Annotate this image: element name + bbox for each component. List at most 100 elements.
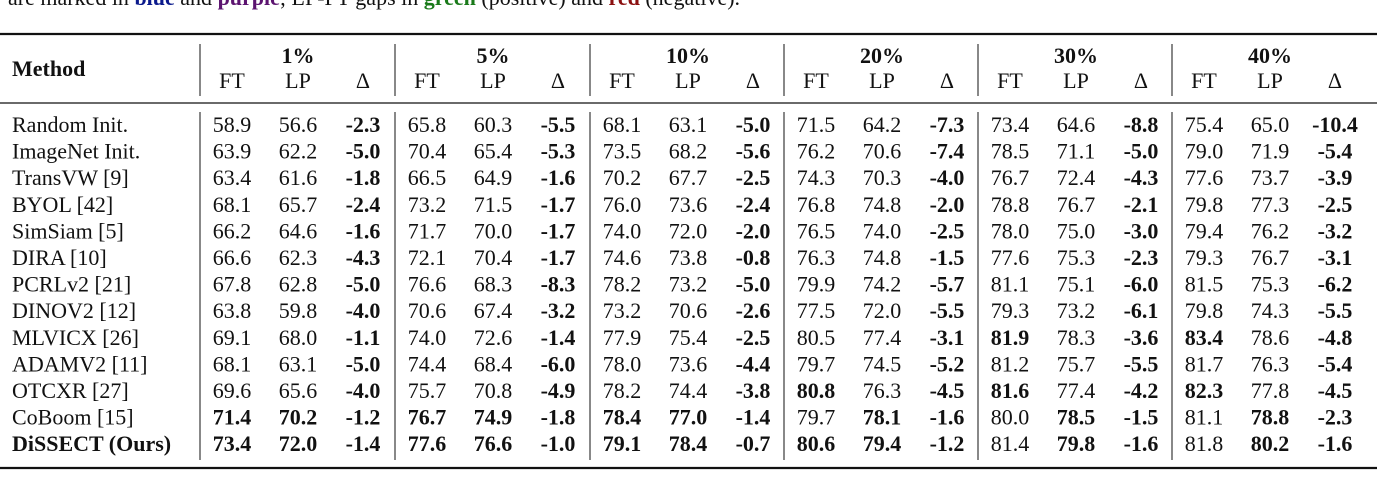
cell: -5.5 [1318,298,1353,323]
cell: 76.8 [797,192,836,217]
cell: 63.1 [669,112,708,137]
cell: -2.0 [930,192,965,217]
cell: 79.8 [1185,298,1224,323]
cell: -4.2 [1124,378,1159,403]
cell: 81.8 [1185,431,1224,456]
cell: 70.2 [603,165,642,190]
cell: 74.8 [863,192,902,217]
group-label: 5% [477,43,510,68]
column-label: FT [997,68,1023,93]
column-label: Δ [356,68,370,93]
cell: 79.7 [797,405,836,430]
cell: -2.5 [1318,192,1353,217]
cell: 76.3 [863,378,902,403]
column-label: LP [1063,68,1089,93]
cell: 73.2 [603,298,642,323]
cell: -1.7 [541,218,576,243]
cell: 66.5 [408,165,447,190]
method-name: MLVICX [26] [12,325,139,350]
cell: -4.8 [1318,325,1353,350]
cell: 74.8 [863,245,902,270]
cell: -2.0 [736,218,771,243]
cell: -4.3 [346,245,381,270]
cell: 60.3 [474,112,513,137]
method-name: Random Init. [12,112,128,137]
group-label: 10% [666,43,710,68]
cell: 74.6 [603,245,642,270]
cell: -1.8 [541,405,576,430]
cell: -1.6 [1318,431,1353,456]
cell: -2.3 [346,112,381,137]
column-label: Δ [746,68,760,93]
cell: 68.3 [474,272,513,297]
group-label: 20% [860,43,904,68]
cell: 68.0 [279,325,318,350]
cell: 80.0 [991,405,1030,430]
method-name: BYOL [42] [12,192,113,217]
cell: -2.6 [736,298,771,323]
cell: 68.1 [213,351,252,376]
cell: 70.4 [408,139,447,164]
cell: 73.6 [669,351,708,376]
cell: 81.7 [1185,351,1224,376]
cell: -2.4 [736,192,771,217]
cell: 77.6 [408,431,447,456]
cell: -3.2 [541,298,576,323]
cell: 81.6 [991,378,1030,403]
cell: -1.4 [541,325,576,350]
cell: -5.0 [346,351,381,376]
cell: 81.9 [991,325,1030,350]
cell: 77.0 [669,405,708,430]
cell: 78.0 [603,351,642,376]
cell: -1.6 [930,405,965,430]
cell: 79.3 [1185,245,1224,270]
cell: 68.1 [603,112,642,137]
cell: 74.3 [797,165,836,190]
cell: -5.7 [930,272,965,297]
cell: 78.5 [1057,405,1096,430]
caption-segment: are marked in [8,0,134,10]
cell: 81.1 [991,272,1030,297]
column-label: LP [675,68,701,93]
cell: 72.1 [408,245,447,270]
column-label: Δ [1134,68,1148,93]
cell: 69.1 [213,325,252,350]
cell: 77.5 [797,298,836,323]
cell: 75.4 [669,325,708,350]
cell: -2.3 [1318,405,1353,430]
cell: -4.0 [930,165,965,190]
caption-segment: and [175,0,218,10]
cell: 74.0 [603,218,642,243]
method-name: ADAMV2 [11] [12,351,147,376]
cell: 78.2 [603,378,642,403]
cell: -10.4 [1312,112,1358,137]
cell: -4.0 [346,298,381,323]
cell: 71.5 [797,112,836,137]
column-label: FT [803,68,829,93]
column-label: FT [609,68,635,93]
cell: 74.9 [474,405,513,430]
cell: 75.0 [1057,218,1096,243]
cell: 63.9 [213,139,252,164]
cell: 77.4 [1057,378,1096,403]
method-name: CoBoom [15] [12,405,134,430]
cell: -2.5 [930,218,965,243]
cell: -1.7 [541,245,576,270]
cell: 63.1 [279,351,318,376]
cell: 73.8 [669,245,708,270]
cell: 78.6 [1251,325,1290,350]
cell: -1.6 [1124,431,1159,456]
cell: 78.0 [991,218,1030,243]
cell: -3.8 [736,378,771,403]
cell: 77.4 [863,325,902,350]
cell: -6.2 [1318,272,1353,297]
cell: 70.4 [474,245,513,270]
cell: 76.3 [1251,351,1290,376]
cell: 73.7 [1251,165,1290,190]
cell: 76.5 [797,218,836,243]
cell: 73.2 [1057,298,1096,323]
cell: 81.1 [1185,405,1224,430]
cell: 75.7 [1057,351,1096,376]
cell: 76.7 [408,405,447,430]
cell: 74.5 [863,351,902,376]
